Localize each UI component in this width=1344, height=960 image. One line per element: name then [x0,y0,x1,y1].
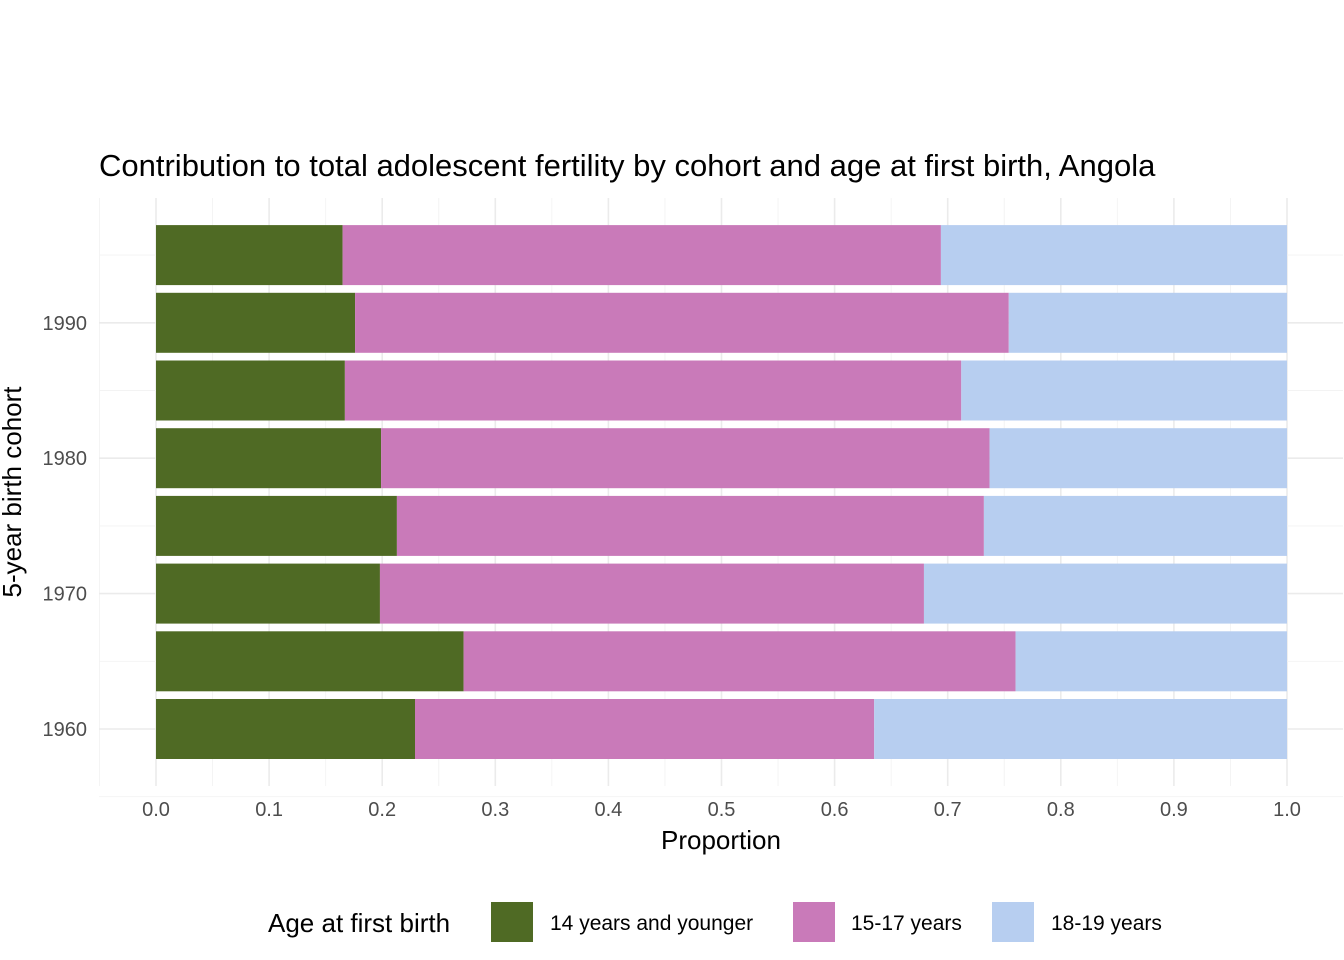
x-tick-label: 0.1 [255,799,283,821]
bar-1970-series-1 [379,563,924,624]
legend-label-1: 15-17 years [851,912,962,935]
chart-title: Contribution to total adolescent fertili… [99,148,1156,183]
y-tick-label: 1990 [43,313,88,335]
bar-1980-series-0 [156,428,382,489]
y-axis-label: 5-year birth cohort [0,386,27,598]
bar-1995-series-2 [940,225,1287,286]
x-tick-label: 0.5 [708,799,736,821]
bar-1995-series-1 [342,225,941,286]
bar-1970-series-0 [156,563,380,624]
x-axis-label: Proportion [661,825,781,855]
bar-1960-series-0 [156,699,415,759]
bar-1980-series-1 [381,428,990,489]
y-tick-label: 1960 [43,719,88,741]
legend-title: Age at first birth [268,908,450,938]
bar-1985-series-1 [344,360,962,421]
x-axis-ticks: 0.0 0.1 0.2 0.3 0.4 0.5 0.6 0.7 0.8 0.9 1.0 [142,799,1301,821]
y-tick-label: 1980 [43,448,88,470]
x-tick-label: 0.2 [368,799,396,821]
x-tick-label: 0.4 [594,799,622,821]
bar-1990-series-0 [156,292,356,353]
legend-label-2: 18-19 years [1051,912,1162,935]
bar-1975-series-1 [396,495,984,556]
bar-1965-series-2 [1015,631,1287,692]
bar-1975-series-2 [983,495,1287,556]
x-tick-label: 0.6 [821,799,849,821]
bar-1960-series-2 [874,699,1287,759]
bar-1970-series-2 [923,563,1287,624]
y-axis-ticks: 1960 1970 1980 1990 [43,313,88,741]
bars [156,225,1287,759]
bar-1975-series-0 [156,495,397,556]
legend-key-0 [491,902,533,942]
bar-1980-series-2 [989,428,1287,489]
x-tick-label: 0.7 [934,799,962,821]
bar-1985-series-2 [961,360,1287,421]
x-tick-label: 0.3 [481,799,509,821]
x-tick-label: 0.0 [142,799,170,821]
x-tick-label: 0.9 [1160,799,1188,821]
legend-key-2 [992,902,1034,942]
bar-1965-series-1 [463,631,1016,692]
bar-1990-series-2 [1008,292,1287,353]
bar-1985-series-0 [156,360,345,421]
legend-key-1 [793,902,835,942]
x-tick-label: 0.8 [1047,799,1075,821]
y-tick-label: 1970 [43,584,88,606]
bar-1995-series-0 [156,225,343,286]
bar-1960-series-1 [414,699,875,759]
legend: Age at first birth 14 years and younger 1… [268,902,1162,942]
bar-1965-series-0 [156,631,464,692]
bar-1990-series-1 [355,292,1009,353]
legend-label-0: 14 years and younger [550,912,753,935]
x-tick-label: 1.0 [1273,799,1301,821]
